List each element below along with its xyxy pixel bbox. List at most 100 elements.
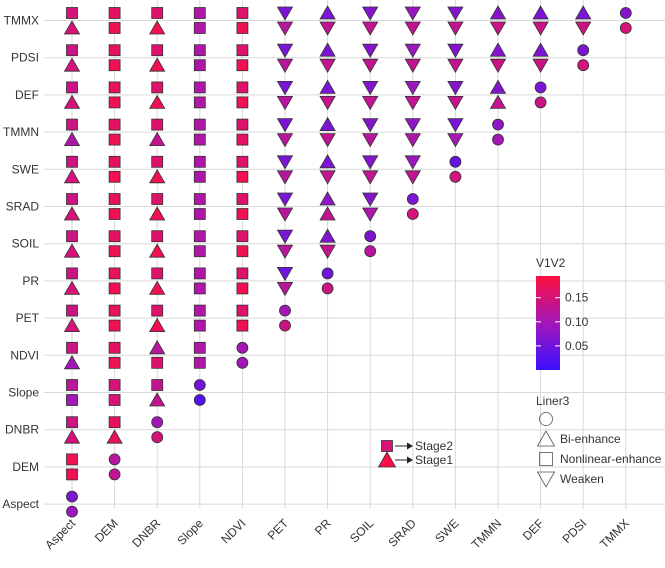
y-axis-labels: TMMX PDSI DEF TMMN SWE SRAD SOIL PR PET NDVI Slope… xyxy=(2,14,39,512)
point-stage1 xyxy=(319,244,336,260)
x-tick-label: DEM xyxy=(92,516,121,545)
point-stage2 xyxy=(66,118,78,131)
cell-dem-pdsi xyxy=(108,44,121,72)
point-stage2 xyxy=(532,42,549,57)
point-stage1 xyxy=(149,168,166,184)
point-stage1 xyxy=(319,170,336,185)
point-stage2 xyxy=(66,379,78,391)
point-stage2 xyxy=(276,43,294,59)
point-stage2 xyxy=(449,155,462,168)
point-stage2 xyxy=(279,304,291,317)
point-stage1 xyxy=(193,282,206,295)
cell-aspect-soil xyxy=(63,230,81,258)
cell-soil-tmmx xyxy=(362,6,379,36)
cell-dnbr-soil xyxy=(149,230,166,258)
point-stage1 xyxy=(575,21,592,36)
x-tick-label: SWE xyxy=(432,516,461,545)
point-stage2 xyxy=(362,118,379,133)
cell-srad-tmmn xyxy=(404,118,421,148)
point-stage1 xyxy=(276,244,294,260)
point-stage1 xyxy=(108,394,121,406)
point-stage2 xyxy=(276,6,294,21)
x-tick-label: NDVI xyxy=(218,516,248,546)
point-stage2 xyxy=(619,7,632,19)
point-stage2 xyxy=(236,341,249,354)
cell-ndvi-ndvi xyxy=(236,341,249,369)
point-stage1 xyxy=(492,133,504,146)
cell-tmmn-tmmn xyxy=(492,118,504,146)
colorbar-tick-label: 0.05 xyxy=(565,339,589,353)
cell-pr-pdsi xyxy=(319,42,336,74)
point-stage1 xyxy=(362,96,379,111)
point-stage2 xyxy=(236,230,249,243)
x-tick-label: SOIL xyxy=(347,516,376,545)
point-stage1 xyxy=(404,21,421,36)
cell-dem-soil xyxy=(108,230,121,258)
stage1-label: Stage1 xyxy=(415,453,453,467)
cell-tmmn-pdsi xyxy=(489,42,507,74)
cell-aspect-pet xyxy=(63,304,81,333)
point-stage1 xyxy=(151,431,164,444)
point-stage1 xyxy=(276,281,294,297)
cell-pr-srad xyxy=(319,191,336,221)
cell-dem-pr xyxy=(108,267,121,295)
point-stage1 xyxy=(63,354,81,370)
point-stage2 xyxy=(276,118,294,133)
cell-pet-pr xyxy=(276,266,294,297)
point-stage2 xyxy=(276,229,294,245)
point-stage1 xyxy=(193,133,206,146)
point-stage1 xyxy=(406,208,419,220)
point-stage2 xyxy=(193,379,206,391)
point-stage1 xyxy=(236,96,249,109)
cell-srad-def xyxy=(404,81,421,111)
point-stage2 xyxy=(66,230,78,243)
point-stage1 xyxy=(404,170,421,185)
point-stage2 xyxy=(447,81,464,96)
colorbar-gradient xyxy=(536,276,560,370)
point-stage2 xyxy=(151,7,164,19)
point-stage1 xyxy=(63,317,81,333)
cell-tmmn-tmmx xyxy=(489,5,507,36)
cell-slope-pet xyxy=(193,304,206,332)
point-stage1 xyxy=(149,206,166,221)
point-stage2 xyxy=(193,267,206,280)
cell-aspect-swe xyxy=(63,155,81,184)
y-tick-label: NDVI xyxy=(10,348,39,362)
stage2-label: Stage2 xyxy=(415,439,453,453)
data-points xyxy=(63,5,632,518)
x-tick-label: PET xyxy=(265,516,292,543)
point-stage1 xyxy=(236,208,249,220)
point-stage2 xyxy=(193,230,206,243)
cell-dem-dnbr xyxy=(106,416,123,444)
point-stage1 xyxy=(362,170,379,185)
point-stage2 xyxy=(151,304,164,317)
point-stage2 xyxy=(66,7,78,19)
point-stage2 xyxy=(66,44,78,57)
point-stage1 xyxy=(108,59,121,72)
point-stage2 xyxy=(151,44,164,57)
point-stage2 xyxy=(319,5,336,20)
stage2-marker xyxy=(381,440,393,452)
cell-aspect-slope xyxy=(66,379,78,406)
point-stage2 xyxy=(404,81,421,96)
point-stage2 xyxy=(193,7,206,19)
point-stage1 xyxy=(404,58,421,74)
y-tick-label: SOIL xyxy=(12,237,40,251)
point-stage2 xyxy=(321,267,334,280)
colorbar-tick-label: 0.10 xyxy=(565,315,589,329)
point-stage1 xyxy=(236,133,249,146)
cell-pr-pr xyxy=(321,267,334,295)
cell-dnbr-tmmn xyxy=(149,118,166,147)
cell-ndvi-soil xyxy=(236,230,249,258)
point-stage1 xyxy=(63,131,81,147)
cell-dem-dem xyxy=(108,453,121,481)
cell-slope-slope xyxy=(193,379,206,406)
point-stage1 xyxy=(447,133,464,148)
point-stage2 xyxy=(151,267,164,280)
cell-pet-pdsi xyxy=(276,43,294,74)
point-stage2 xyxy=(319,116,336,132)
point-stage2 xyxy=(151,155,164,168)
y-tick-label: SWE xyxy=(12,162,39,176)
point-stage2 xyxy=(149,339,166,355)
point-stage2 xyxy=(193,44,206,57)
